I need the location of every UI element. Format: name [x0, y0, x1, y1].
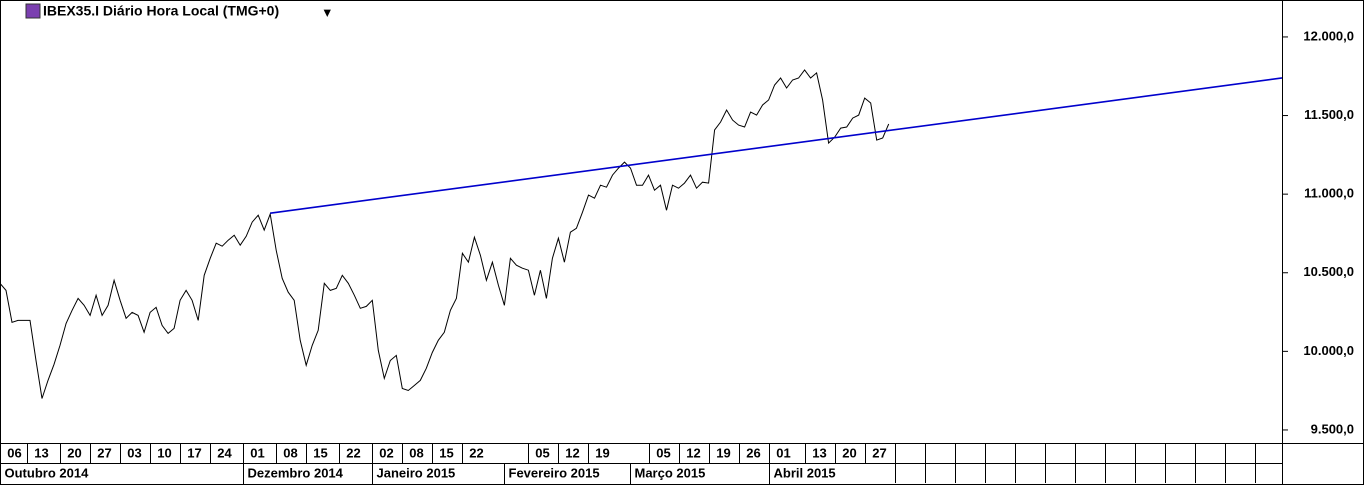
y-tick-label: 10.000,0 [1303, 343, 1354, 358]
x-tick-label: 01 [250, 445, 264, 460]
x-tick-label: 26 [746, 445, 760, 460]
x-tick-label: 12 [565, 445, 579, 460]
y-tick-label: 11.500,0 [1304, 107, 1354, 122]
x-tick-label: 03 [127, 445, 141, 460]
x-tick-label: 13 [34, 445, 48, 460]
month-label: Janeiro 2015 [377, 465, 456, 480]
x-tick-label: 15 [439, 445, 453, 460]
x-tick-label: 27 [97, 445, 111, 460]
y-tick-label: 9.500,0 [1311, 421, 1354, 436]
x-tick-label: 20 [842, 445, 856, 460]
x-tick-label: 05 [656, 445, 670, 460]
x-tick-label: 05 [535, 445, 549, 460]
y-tick-label: 10.500,0 [1303, 264, 1354, 279]
x-tick-label: 22 [469, 445, 483, 460]
month-label: Outubro 2014 [5, 465, 90, 480]
x-tick-label: 22 [346, 445, 360, 460]
x-tick-label: 08 [283, 445, 297, 460]
x-tick-label: 10 [157, 445, 171, 460]
x-tick-label: 20 [67, 445, 81, 460]
month-label: Março 2015 [635, 465, 706, 480]
x-tick-label: 12 [686, 445, 700, 460]
trend-line [270, 77, 1283, 214]
x-tick-label: 19 [716, 445, 730, 460]
month-label: Abril 2015 [774, 465, 836, 480]
dropdown-arrow[interactable]: ▾ [323, 4, 331, 19]
price-line [0, 69, 890, 399]
x-tick-label: 06 [7, 445, 21, 460]
x-tick-label: 15 [313, 445, 327, 460]
month-label: Fevereiro 2015 [509, 465, 600, 480]
month-label: Dezembro 2014 [248, 465, 344, 480]
chart-title: IBEX35.I Diário Hora Local (TMG+0) [43, 3, 279, 19]
y-tick-label: 11.000,0 [1304, 186, 1354, 201]
x-tick-label: 01 [776, 445, 790, 460]
x-tick-label: 24 [217, 445, 232, 460]
x-tick-label: 19 [595, 445, 609, 460]
symbol-icon [25, 3, 41, 19]
x-tick-label: 13 [812, 445, 826, 460]
x-tick-label: 27 [872, 445, 886, 460]
x-tick-label: 02 [379, 445, 393, 460]
y-tick-label: 12.000,0 [1303, 28, 1354, 43]
x-tick-label: 17 [187, 445, 201, 460]
x-tick-label: 08 [409, 445, 423, 460]
